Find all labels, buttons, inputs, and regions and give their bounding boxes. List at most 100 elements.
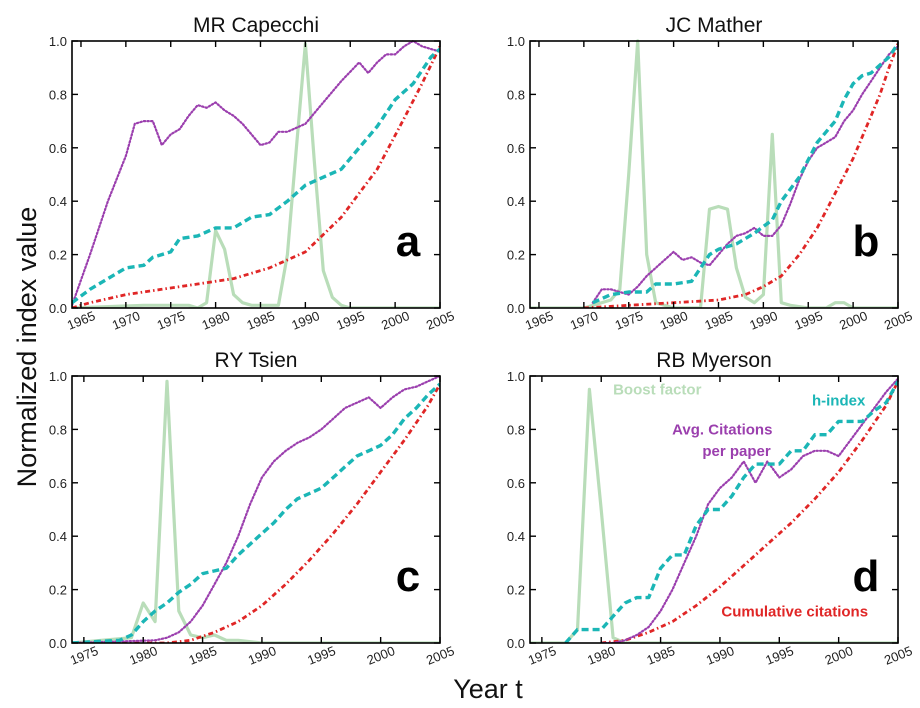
series-group — [72, 374, 440, 643]
x-tick-label: 1995 — [792, 308, 824, 333]
plot-frame — [71, 375, 441, 644]
series-line-avgcit — [591, 45, 898, 304]
x-tick-label: 1980 — [658, 308, 690, 333]
x-tick-label: 1975 — [155, 308, 187, 333]
series-line-boost — [72, 42, 440, 308]
y-tick-label: 0.6 — [507, 141, 525, 156]
series-group — [530, 39, 898, 308]
y-tick-label: 1.0 — [49, 34, 67, 49]
plot-frame — [529, 40, 899, 309]
annotation-hindex: h-index — [812, 392, 866, 409]
y-tick-label: 1.0 — [507, 369, 525, 384]
x-tick-label: 1995 — [763, 643, 795, 668]
y-tick-label: 0.0 — [507, 636, 525, 651]
y-axis-title: Normalized index value — [12, 207, 42, 488]
panel-d: RB Myerson 0.0 0.2 0.4 0.6 0.8 1.0 1975 1980 1985… — [507, 349, 914, 668]
x-tick-label: 1970 — [568, 308, 600, 333]
y-tick-label: 0.4 — [507, 194, 525, 209]
x-tick-label: 1975 — [613, 308, 645, 333]
y-tick-label: 0.2 — [507, 583, 525, 598]
series-line-cumcit — [72, 45, 440, 308]
x-tick-label: 2005 — [424, 643, 456, 668]
x-tick-label: 1985 — [702, 308, 734, 333]
plot-frame — [529, 375, 899, 644]
y-tick-label: 0.8 — [507, 87, 525, 102]
x-tick-label: 1990 — [246, 643, 278, 668]
panel-b: JC Mather 0.0 0.2 0.4 0.6 0.8 1.0 1965 1970 1975 1… — [507, 14, 914, 333]
x-tick-label: 1995 — [305, 643, 337, 668]
series-line-cumcit — [601, 380, 898, 643]
x-tick-label: 2000 — [837, 308, 869, 333]
y-tick-label: 0.0 — [49, 301, 67, 316]
x-tick-label: 1980 — [585, 643, 617, 668]
x-tick-label: 1985 — [645, 643, 677, 668]
x-tick-label: 1970 — [110, 308, 142, 333]
y-tick-label: 0.4 — [507, 529, 525, 544]
x-tick-label: 1965 — [523, 308, 555, 333]
series-line-hindex — [72, 382, 440, 643]
x-tick-label: 1975 — [526, 643, 558, 668]
x-tick-label: 1980 — [127, 643, 159, 668]
annotation-cumcit: Cumulative citations — [721, 603, 868, 620]
y-tick-label: 0.2 — [49, 248, 67, 263]
x-tick-label: 2000 — [365, 643, 397, 668]
x-tick-label: 1990 — [289, 308, 321, 333]
y-tick-label: 0.4 — [49, 194, 67, 209]
series-group — [530, 377, 898, 643]
x-tick-label: 1985 — [244, 308, 276, 333]
x-tick-label: 2000 — [379, 308, 411, 333]
panel-a: MR Capecchi 0.0 0.2 0.4 0.6 0.8 1.0 1965 1970 197… — [49, 14, 456, 333]
x-tick-label: 1990 — [747, 308, 779, 333]
y-tick-label: 0.8 — [507, 422, 525, 437]
panel-title: RB Myerson — [656, 349, 772, 372]
panel-letter: a — [396, 217, 421, 266]
x-tick-label: 2005 — [882, 643, 914, 668]
series-line-hindex — [592, 42, 898, 305]
x-tick-label: 1995 — [334, 308, 366, 333]
y-tick-label: 0.8 — [49, 87, 67, 102]
x-tick-label: 2005 — [424, 308, 456, 333]
plot-frame — [71, 40, 441, 309]
x-tick-label: 1985 — [187, 643, 219, 668]
y-tick-label: 0.6 — [507, 476, 525, 491]
x-tick-label: 1990 — [704, 643, 736, 668]
series-line-avgcit — [72, 39, 440, 307]
panel-letter: d — [853, 552, 880, 601]
panel-title: RY Tsien — [215, 349, 298, 372]
y-tick-label: 0.6 — [49, 476, 67, 491]
panel-title: JC Mather — [666, 14, 763, 37]
y-tick-label: 0.2 — [507, 248, 525, 263]
series-line-boost — [72, 379, 440, 643]
series-line-avgcit — [600, 377, 898, 643]
series-line-avgcit — [72, 374, 440, 643]
y-tick-label: 0.8 — [49, 422, 67, 437]
y-tick-label: 1.0 — [49, 369, 67, 384]
x-tick-label: 2000 — [823, 643, 855, 668]
y-tick-label: 0.4 — [49, 529, 67, 544]
x-tick-label: 1980 — [200, 308, 232, 333]
series-line-boost — [530, 39, 898, 308]
panels: MR Capecchi 0.0 0.2 0.4 0.6 0.8 1.0 1965 1970 197… — [49, 14, 914, 668]
panel-c: RY Tsien 0.0 0.2 0.4 0.6 0.8 1.0 1975 1980 1985 19… — [49, 349, 456, 668]
panel-title: MR Capecchi — [193, 14, 319, 37]
series-group — [72, 39, 440, 308]
y-tick-label: 0.2 — [49, 583, 67, 598]
annotation-avgcit: Avg. Citations — [672, 422, 772, 439]
y-tick-label: 0.0 — [49, 636, 67, 651]
x-tick-label: 1975 — [68, 643, 100, 668]
x-tick-label: 1965 — [65, 308, 97, 333]
series-line-hindex — [72, 47, 440, 305]
y-tick-label: 0.0 — [507, 301, 525, 316]
x-tick-label: 2005 — [882, 308, 914, 333]
x-axis-title: Year t — [453, 674, 523, 704]
series-line-cumcit — [583, 43, 898, 308]
annotation-boost: Boost factor — [613, 382, 702, 399]
series-line-cumcit — [72, 383, 440, 643]
annotation-avgcit: per paper — [702, 443, 771, 460]
y-tick-label: 1.0 — [507, 34, 525, 49]
y-tick-label: 0.6 — [49, 141, 67, 156]
panel-letter: c — [396, 552, 420, 601]
series-line-hindex — [564, 380, 898, 643]
panel-letter: b — [853, 217, 880, 266]
